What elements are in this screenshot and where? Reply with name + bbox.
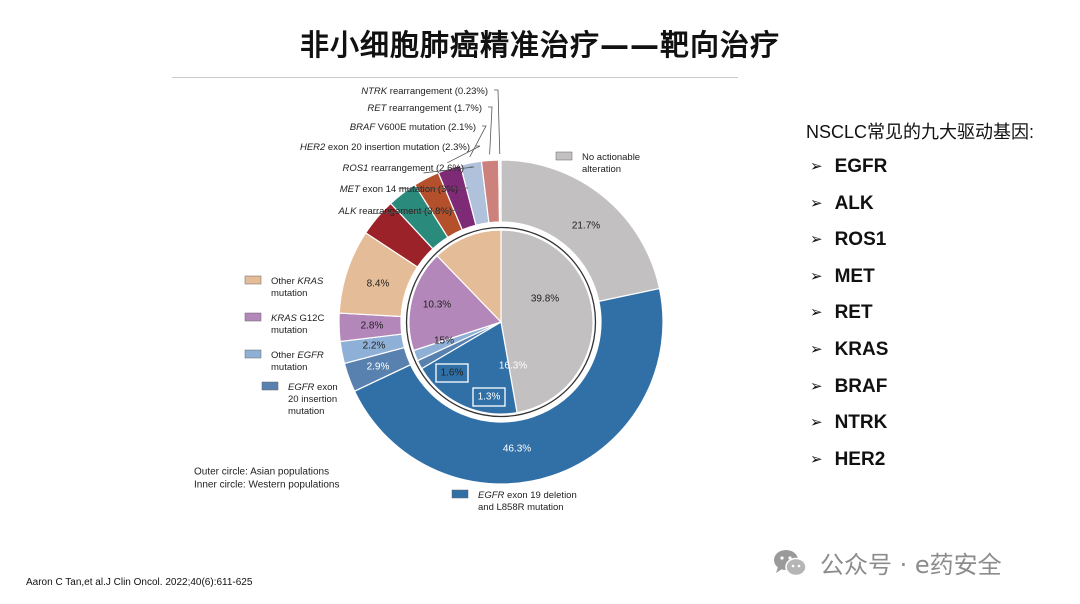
driver-gene-item: ➢ ROS1 (810, 229, 887, 251)
legend-label: No actionable (582, 152, 640, 163)
inner-data-label: 1.6% (441, 368, 464, 379)
citation: Aaron C Tan,et al.J Clin Oncol. 2022;40(… (26, 577, 253, 588)
legend-label: and L858R mutation (478, 502, 564, 513)
outer-data-label: 8.4% (367, 279, 390, 290)
legend-label: mutation (271, 325, 307, 336)
callout-label: ALK rearrangement (3.8%) (337, 206, 452, 217)
outer-data-label: 2.2% (363, 341, 386, 352)
legend-label: EGFR exon 19 deletion (478, 490, 577, 501)
arrow-bullet-icon: ➢ (810, 377, 823, 395)
legend-label: Other EGFR (271, 350, 324, 361)
wechat-icon (774, 549, 807, 576)
callout-label: RET rearrangement (1.7%) (367, 103, 482, 114)
inner-label-box (472, 387, 506, 407)
callout-leader (372, 209, 463, 214)
callout-label: NTRK rearrangement (0.23%) (361, 86, 488, 97)
arrow-bullet-icon: ➢ (810, 267, 823, 285)
legend-swatch (555, 151, 573, 161)
inner-data-label: 39.8% (531, 294, 559, 305)
driver-gene-item: ➢ KRAS (810, 338, 889, 360)
outer-data-label: 2.8% (361, 321, 384, 332)
callout-leader (398, 187, 469, 190)
ring-separator (401, 222, 601, 422)
inner-ring-slice (500, 229, 594, 414)
legend-swatch (244, 349, 262, 359)
arrow-bullet-icon: ➢ (810, 450, 823, 468)
outer-data-label: 46.3% (503, 444, 531, 455)
watermark: 公众号 · e药安全 (772, 545, 1002, 580)
legend-label: mutation (288, 406, 324, 417)
arrow-bullet-icon: ➢ (810, 340, 823, 358)
driver-genes-title: NSCLC常见的九大驱动基因: (806, 122, 1035, 142)
outer-ring-slice (498, 159, 502, 223)
ring-outline (405, 226, 597, 418)
legend-label: EGFR exon (288, 382, 338, 393)
legend-swatch (244, 312, 262, 322)
driver-gene-item: ➢ BRAF (810, 375, 888, 397)
arrow-bullet-icon: ➢ (810, 231, 823, 249)
callout-label: ROS1 rearrangement (2.6%) (343, 163, 464, 174)
legend-label: KRAS G12C (271, 313, 324, 324)
chart-note: Outer circle: Asian populations (194, 467, 329, 478)
driver-genes-list: ➢ EGFR ➢ ALK ➢ ROS1 ➢ MET ➢ RET ➢ KRAS ➢ BRAF ➢… (806, 155, 1034, 484)
legend-label: Other KRAS (271, 276, 324, 287)
arrow-bullet-icon: ➢ (810, 414, 823, 432)
driver-gene-item: ➢ RET (810, 302, 873, 324)
legend-label: 20 insertion (288, 394, 337, 405)
title-divider (172, 77, 738, 78)
legend-label: alteration (582, 164, 621, 175)
outer-data-label: 2.9% (367, 362, 390, 373)
inner-data-label: 15% (434, 336, 454, 347)
chart-note: Inner circle: Western populations (194, 480, 339, 491)
inner-data-label: 1.3% (478, 392, 501, 403)
driver-gene-item: ➢ MET (810, 265, 875, 287)
callout-leader (488, 106, 493, 155)
slide-title: 非小细胞肺癌精准治疗——靶向治疗 (299, 28, 780, 62)
callout-label: HER2 exon 20 insertion mutation (2.3%) (300, 142, 470, 153)
legend-swatch (451, 489, 469, 499)
callout-leader (494, 89, 501, 155)
driver-gene-item: ➢ ALK (810, 192, 874, 214)
inner-data-label: 10.3% (423, 300, 451, 311)
callout-leader (469, 125, 487, 158)
driver-gene-item: ➢ HER2 (810, 448, 886, 470)
arrow-bullet-icon: ➢ (810, 158, 823, 175)
driver-gene-item: ➢ NTRK (810, 412, 888, 434)
legend-swatch (244, 275, 262, 285)
outer-ring-slice (353, 287, 664, 485)
inner-label-box (435, 363, 469, 383)
callout-label: BRAF V600E mutation (2.1%) (350, 122, 476, 133)
legend-label: mutation (271, 362, 307, 373)
driver-gene-item: ➢ EGFR (810, 156, 888, 177)
arrow-bullet-icon: ➢ (810, 194, 823, 212)
nested-donut-chart: 21.7% 46.3% 2.9% 2.2% 2.8% 8.4% 39.8% 16.3% 1.3%… (194, 86, 664, 513)
legend-swatch (261, 381, 279, 391)
callout-leader (447, 145, 481, 164)
driver-genes-panel: NSCLC常见的九大驱动基因: ➢ EGFR ➢ ALK ➢ ROS1 ➢ MET ➢ R… (806, 118, 1034, 484)
arrow-bullet-icon: ➢ (810, 304, 823, 322)
legend-label: mutation (271, 288, 307, 299)
inner-ring-slice (436, 229, 502, 324)
callout-label: MET exon 14 mutation (3%) (340, 184, 458, 195)
callout-leader (423, 166, 475, 174)
outer-data-label: 21.7% (572, 221, 600, 232)
inner-data-label: 16.3% (499, 361, 527, 372)
